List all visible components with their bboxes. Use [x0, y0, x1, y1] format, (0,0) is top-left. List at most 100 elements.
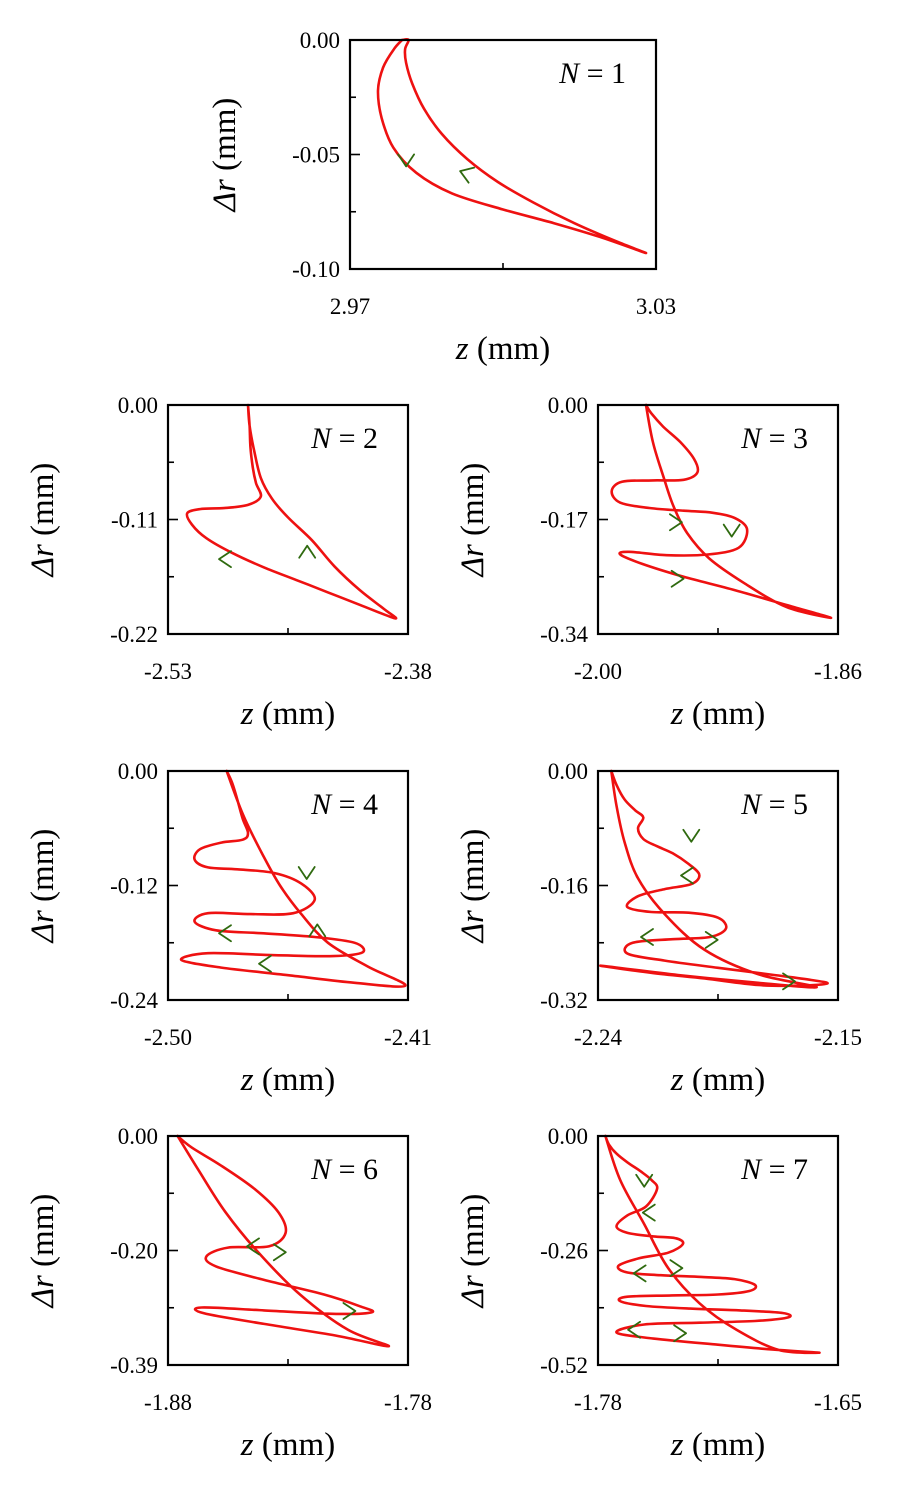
- panel-n-label: N = 3: [740, 422, 808, 455]
- direction-arrow-icon: [258, 954, 272, 973]
- axis-unit: (mm): [25, 829, 61, 911]
- direction-arrow-icon: [627, 1320, 641, 1339]
- panel-n-label: N = 6: [310, 1153, 378, 1186]
- direction-arrow-icon: [670, 569, 685, 588]
- n-symbol: N: [310, 788, 333, 821]
- y-axis-label: Δr (mm): [455, 463, 491, 579]
- panel-n4: 0.00-0.12-0.24-2.50 -2.41z (mm)Δr (mm)N =…: [25, 759, 432, 1098]
- y-tick-label: 0.00: [548, 759, 588, 784]
- panel-n-label: N = 5: [740, 788, 808, 821]
- n-symbol: N: [740, 788, 763, 821]
- direction-arrow-icon: [218, 924, 232, 943]
- x-tick-label: -2.38: [384, 659, 432, 684]
- axis-variable: Δr: [455, 910, 491, 944]
- x-axis-label: z (mm): [240, 1062, 335, 1098]
- direction-arrow-icon: [673, 1324, 687, 1343]
- y-axis-label: Δr (mm): [455, 1194, 491, 1310]
- axis-unit: (mm): [684, 1427, 766, 1463]
- x-tick-label: -1.65: [814, 1390, 862, 1415]
- y-tick-label: 0.00: [118, 393, 158, 418]
- y-tick-label: -0.17: [540, 508, 588, 533]
- axis-variable: z: [670, 1062, 684, 1098]
- direction-arrow-icon: [704, 931, 719, 949]
- direction-arrow-icon: [682, 828, 701, 843]
- n-symbol: N: [310, 1153, 333, 1186]
- y-tick-label: -0.10: [292, 257, 340, 282]
- x-tick-label: -2.15: [814, 1025, 862, 1050]
- trajectory-line: [599, 769, 829, 989]
- n-symbol: N: [558, 57, 581, 90]
- x-axis-label: z (mm): [455, 331, 550, 367]
- axis-variable: z: [670, 696, 684, 732]
- panel-n1: 0.00-0.05-0.102.97 3.03z (mm)Δr (mm)N = 1: [207, 28, 676, 367]
- panel-n3: 0.00-0.17-0.34-2.00 -1.86z (mm)Δr (mm)N =…: [455, 393, 862, 732]
- n-value: = 3: [761, 422, 808, 455]
- y-tick-label: -0.52: [540, 1353, 588, 1378]
- panel-n2: 0.00-0.11-0.22-2.53 -2.38z (mm)Δr (mm)N =…: [25, 393, 432, 732]
- x-axis-label: z (mm): [240, 1427, 335, 1463]
- axis-unit: (mm): [455, 463, 491, 545]
- direction-arrow-icon: [680, 866, 694, 885]
- panel-n6: 0.00-0.20-0.39-1.88 -1.78z (mm)Δr (mm)N =…: [25, 1124, 432, 1463]
- axis-variable: z: [455, 331, 469, 367]
- x-tick-label: -1.86: [814, 659, 862, 684]
- y-axis-label: Δr (mm): [25, 1194, 61, 1310]
- y-tick-label: -0.26: [540, 1239, 588, 1264]
- axis-unit: (mm): [455, 1194, 491, 1276]
- direction-arrow-icon: [669, 1259, 684, 1277]
- axis-variable: z: [240, 1062, 254, 1098]
- n-symbol: N: [740, 1153, 763, 1186]
- axis-variable: Δr: [455, 544, 491, 578]
- x-tick-label: -2.50: [144, 1025, 192, 1050]
- axis-variable: Δr: [25, 1275, 61, 1309]
- axis-unit: (mm): [254, 696, 336, 732]
- n-value: = 4: [331, 788, 378, 821]
- n-value: = 2: [331, 422, 378, 455]
- n-symbol: N: [310, 422, 333, 455]
- y-tick-label: -0.20: [110, 1239, 158, 1264]
- direction-arrow-icon: [635, 1173, 654, 1188]
- y-tick-label: -0.39: [110, 1353, 158, 1378]
- axis-variable: z: [670, 1427, 684, 1463]
- x-tick-label: 2.97: [330, 294, 370, 319]
- direction-arrow-icon: [218, 550, 232, 568]
- x-tick-label: -2.24: [574, 1025, 622, 1050]
- y-tick-label: -0.24: [110, 988, 158, 1013]
- y-tick-label: -0.32: [540, 988, 588, 1013]
- y-tick-label: 0.00: [300, 28, 340, 53]
- direction-arrow-icon: [722, 523, 741, 538]
- panel-n-label: N = 1: [558, 57, 626, 90]
- x-axis-label: z (mm): [670, 1427, 765, 1463]
- axis-unit: (mm): [684, 696, 766, 732]
- y-tick-label: -0.22: [110, 622, 158, 647]
- y-tick-label: -0.11: [111, 508, 158, 533]
- direction-arrow-icon: [298, 544, 317, 559]
- axis-unit: (mm): [25, 1194, 61, 1276]
- axis-unit: (mm): [254, 1062, 336, 1098]
- x-tick-label: -2.00: [574, 659, 622, 684]
- panel-n-label: N = 7: [740, 1153, 808, 1186]
- trajectory-line: [376, 38, 648, 255]
- n-value: = 7: [761, 1153, 808, 1186]
- panel-n7: 0.00-0.26-0.52-1.78 -1.65z (mm)Δr (mm)N =…: [455, 1124, 862, 1463]
- y-tick-label: -0.34: [540, 622, 588, 647]
- y-tick-label: -0.05: [292, 143, 340, 168]
- axis-variable: Δr: [207, 179, 243, 213]
- direction-arrow-icon: [397, 153, 416, 168]
- direction-arrow-icon: [782, 972, 796, 991]
- n-symbol: N: [740, 422, 763, 455]
- direction-arrow-icon: [342, 1302, 357, 1320]
- n-value: = 1: [579, 57, 626, 90]
- direction-arrow-icon: [297, 866, 316, 880]
- panel-n-label: N = 2: [310, 422, 378, 455]
- y-tick-label: 0.00: [118, 1124, 158, 1149]
- n-value: = 6: [331, 1153, 378, 1186]
- x-tick-label: -1.78: [384, 1390, 432, 1415]
- axis-unit: (mm): [207, 98, 243, 180]
- direction-arrow-icon: [246, 1237, 260, 1256]
- direction-arrow-icon: [308, 923, 327, 938]
- direction-arrow-icon: [459, 166, 476, 184]
- y-tick-label: 0.00: [548, 1124, 588, 1149]
- y-tick-label: -0.16: [540, 874, 588, 899]
